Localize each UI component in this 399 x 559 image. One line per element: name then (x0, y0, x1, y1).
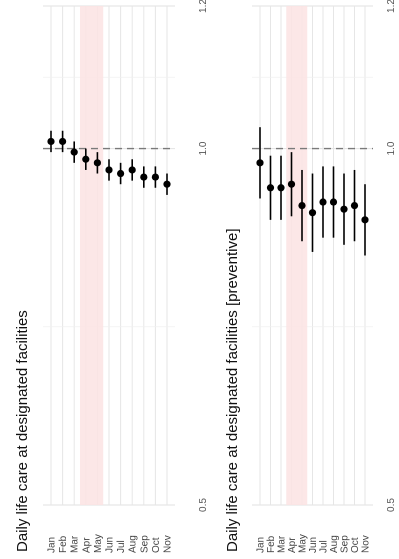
data-points (47, 130, 171, 195)
highlight-band (286, 6, 308, 505)
category-tick-label: Nov (361, 535, 372, 553)
point-apr (82, 155, 90, 163)
point-jul (117, 169, 125, 178)
category-tick-labels: Jan Feb Mar Apr May Jun Jul Aug Sep Oct Nov (47, 534, 174, 553)
value-tick-label: 1.0 (198, 141, 209, 155)
point-sep (340, 205, 348, 213)
category-tick-label: Sep (139, 535, 150, 553)
point-aug (329, 198, 338, 206)
category-tick-label: Jun (105, 537, 116, 553)
value-tick-label: 1.2 (198, 0, 209, 13)
category-tick-label: Sep (340, 535, 351, 553)
value-tick-label: 0.5 (386, 498, 397, 512)
category-tick-label: Apr (81, 537, 92, 553)
category-tick-label: Oct (151, 537, 162, 553)
point-sep (140, 173, 148, 181)
category-tick-label: Feb (266, 535, 277, 553)
point-oct (350, 202, 359, 210)
category-tick-label: Apr (287, 537, 298, 553)
category-tick-label: Feb (58, 535, 69, 553)
category-tick-label: Aug (329, 535, 340, 553)
point-may (93, 159, 101, 167)
point-jun (308, 209, 317, 217)
point-may (298, 202, 306, 210)
grid (252, 5, 373, 506)
category-tick-label: Aug (128, 535, 139, 553)
chart-panel-2: 0.5 1.0 1.2 Jan Feb Mar Apr May Jun Jul Aug Sep Oct… (224, 0, 397, 553)
category-tick-label: Oct (350, 537, 361, 553)
category-tick-label: May (298, 534, 309, 553)
point-nov (163, 180, 171, 188)
category-tick-label: Mar (70, 535, 81, 553)
value-tick-label: 0.5 (198, 498, 209, 512)
point-feb (266, 184, 275, 192)
highlight-band (80, 6, 104, 505)
category-tick-label: Nov (163, 535, 174, 553)
chart-panel-1: 0.5 1.0 1.2 Jan Feb Mar Apr May Jun Jul Aug Sep Oct… (14, 0, 209, 553)
category-tick-label: Jul (116, 540, 127, 553)
value-tick-labels: 0.5 1.0 1.2 (386, 0, 397, 512)
category-tick-label: Jul (319, 540, 330, 553)
category-tick-label: Jan (47, 537, 58, 553)
point-jun (105, 166, 113, 174)
point-jan (256, 159, 264, 167)
point-jul (319, 198, 327, 206)
data-points (256, 127, 369, 256)
chart-title: Daily life care at designated facilities (14, 310, 31, 552)
point-nov (361, 216, 369, 224)
chart-title: Daily life care at designated facilities… (224, 229, 241, 553)
point-mar (277, 184, 285, 192)
category-tick-labels: Jan Feb Mar Apr May Jun Jul Aug Sep Oct Nov (256, 534, 372, 553)
point-oct (151, 173, 159, 181)
point-apr (287, 180, 296, 188)
value-tick-label: 1.0 (386, 141, 397, 155)
category-tick-label: Jan (256, 537, 267, 553)
category-tick-label: Mar (277, 535, 288, 553)
value-tick-labels: 0.5 1.0 1.2 (198, 0, 209, 512)
point-aug (128, 166, 136, 174)
point-jan (47, 137, 55, 146)
category-tick-label: May (93, 534, 104, 553)
point-feb (59, 137, 67, 146)
value-tick-label: 1.2 (386, 0, 397, 13)
point-mar (70, 148, 78, 156)
grid (43, 5, 175, 506)
category-tick-label: Jun (308, 537, 319, 553)
